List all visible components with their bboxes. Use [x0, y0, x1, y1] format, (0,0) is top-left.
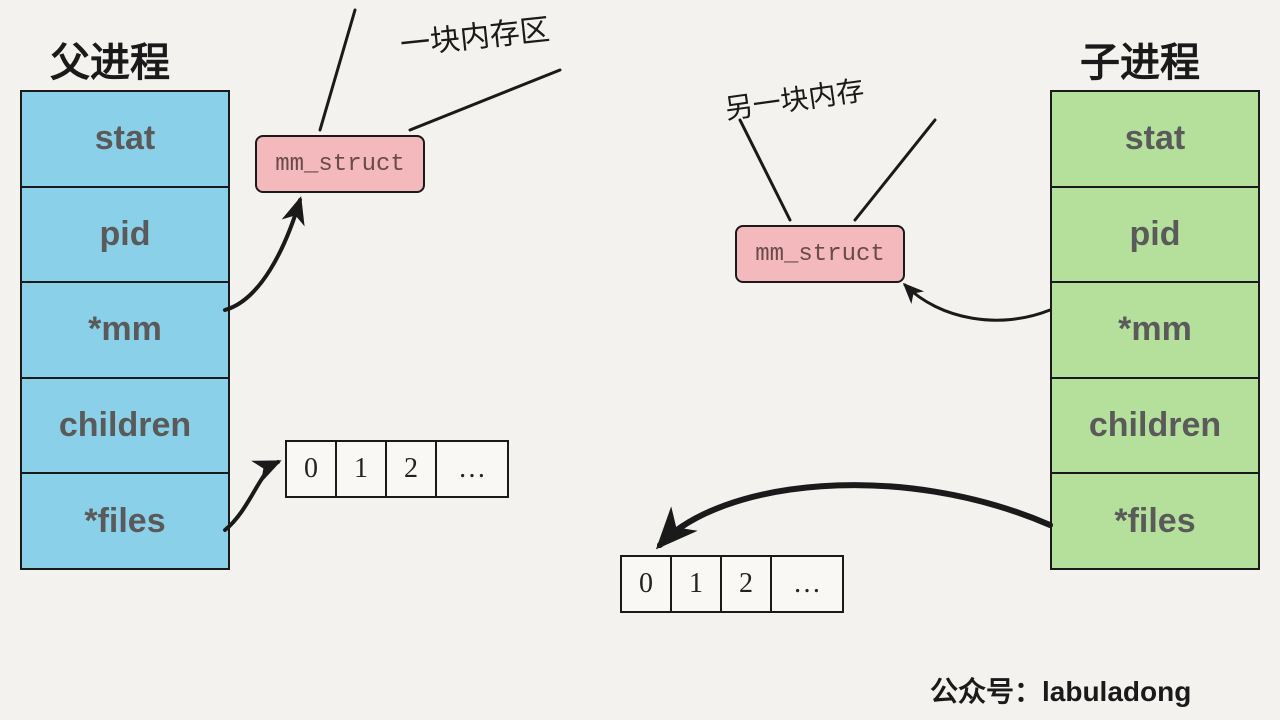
fd-cell: 2 — [387, 442, 437, 496]
struct-row-mm: *mm — [1052, 283, 1258, 379]
child-files-to-fd — [660, 485, 1050, 545]
struct-row-pid: pid — [22, 188, 228, 284]
parent-files-to-fd — [225, 462, 278, 530]
fd-cell: 0 — [622, 557, 672, 611]
struct-row-pid: pid — [1052, 188, 1258, 284]
fd-table-right: 012… — [620, 555, 844, 613]
child-title: 子进程 — [1080, 30, 1200, 88]
mm-right-ray1 — [740, 120, 790, 220]
credit-text: 公众号：labuladong — [930, 670, 1191, 710]
annotation-left: 一块内存区 — [398, 4, 552, 63]
struct-row-stat: stat — [1052, 92, 1258, 188]
mm-struct-left: mm_struct — [255, 135, 425, 193]
struct-row-files: *files — [22, 474, 228, 568]
mm-left-ray1 — [320, 10, 355, 130]
struct-row-children: children — [22, 379, 228, 475]
struct-row-stat: stat — [22, 92, 228, 188]
fd-cell: … — [772, 557, 842, 611]
fd-cell: … — [437, 442, 507, 496]
child-mm-to-mmstruct — [905, 285, 1050, 320]
fd-table-left: 012… — [285, 440, 509, 498]
struct-row-children: children — [1052, 379, 1258, 475]
fd-cell: 1 — [337, 442, 387, 496]
child-struct: statpid*mmchildren*files — [1050, 90, 1260, 570]
fd-cell: 0 — [287, 442, 337, 496]
struct-row-mm: *mm — [22, 283, 228, 379]
struct-row-files: *files — [1052, 474, 1258, 568]
parent-mm-to-mmstruct — [225, 200, 300, 310]
parent-struct: statpid*mmchildren*files — [20, 90, 230, 570]
parent-title: 父进程 — [50, 30, 170, 88]
mm-left-ray2 — [410, 70, 560, 130]
fd-cell: 2 — [722, 557, 772, 611]
mm-right-ray2 — [855, 120, 935, 220]
annotation-right: 另一块内存 — [722, 69, 866, 128]
diagram-canvas: 父进程 子进程 statpid*mmchildren*files statpid… — [0, 0, 1280, 720]
mm-struct-right: mm_struct — [735, 225, 905, 283]
fd-cell: 1 — [672, 557, 722, 611]
